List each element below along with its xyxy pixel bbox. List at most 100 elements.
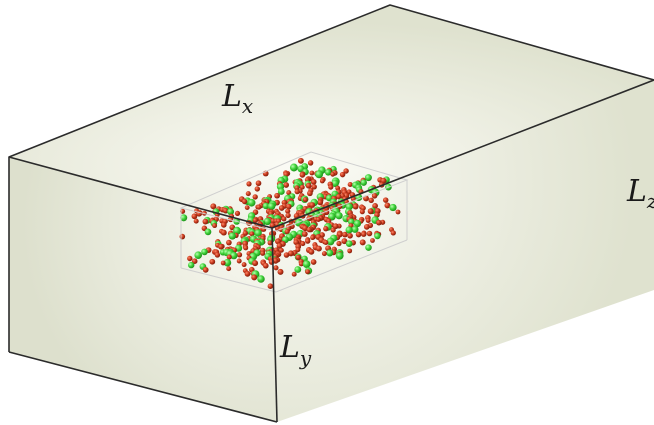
- atom-red: [383, 197, 389, 203]
- atom-red: [347, 248, 352, 253]
- atom-red: [279, 205, 285, 211]
- atom-red: [370, 238, 375, 243]
- atom-red: [251, 274, 257, 280]
- atom-red: [328, 185, 333, 190]
- atom-red: [221, 261, 226, 266]
- atom-red: [311, 179, 317, 185]
- atom-red: [274, 193, 280, 199]
- atom-red: [311, 259, 317, 265]
- atom-green: [374, 233, 381, 240]
- atom-red: [210, 203, 216, 209]
- atom-red: [235, 211, 240, 216]
- atom-red: [342, 232, 348, 238]
- atom-red: [192, 213, 198, 219]
- atom-red: [226, 266, 231, 271]
- atom-red: [317, 200, 323, 206]
- atom-red: [391, 230, 396, 235]
- atom-red: [320, 179, 325, 184]
- atom-red: [292, 272, 297, 277]
- atom-red: [366, 218, 371, 223]
- atom-red: [364, 224, 370, 230]
- atom-red: [255, 186, 260, 191]
- atom-red: [242, 199, 247, 204]
- atom-red: [309, 171, 314, 176]
- atom-red: [281, 216, 286, 221]
- atom-red: [243, 245, 248, 250]
- atom-red: [221, 222, 227, 228]
- atom-red: [302, 231, 308, 237]
- atom-red: [221, 230, 227, 236]
- atom-green: [303, 260, 311, 268]
- atom-red: [353, 204, 359, 210]
- atom-green: [346, 240, 353, 247]
- atom-red: [316, 217, 321, 222]
- atom-red: [256, 180, 262, 186]
- atom-red: [203, 219, 209, 225]
- atom-red: [323, 226, 328, 231]
- atom-green: [290, 164, 298, 172]
- atom-red: [212, 223, 217, 228]
- atom-red: [187, 256, 192, 261]
- atom-green: [257, 275, 264, 282]
- atom-red: [356, 232, 362, 238]
- atom-red: [360, 209, 365, 214]
- atom-green: [201, 249, 208, 256]
- atom-red: [245, 271, 251, 277]
- atom-red: [305, 269, 310, 274]
- atom-green: [365, 174, 372, 181]
- atom-red: [308, 160, 313, 165]
- atom-red: [298, 158, 304, 164]
- atom-red: [180, 234, 186, 240]
- atom-red: [348, 182, 353, 187]
- atom-red: [316, 246, 322, 252]
- atom-green: [315, 170, 323, 178]
- atom-red: [330, 172, 335, 177]
- atom-green: [188, 262, 194, 268]
- atom-red: [331, 228, 336, 233]
- atom-red: [283, 182, 289, 188]
- atom-green: [365, 244, 372, 251]
- atom-red: [306, 183, 312, 189]
- atom-green: [389, 204, 396, 211]
- atom-red: [307, 227, 312, 232]
- atom-red: [209, 259, 215, 265]
- atom-red: [310, 235, 315, 240]
- atom-red: [376, 220, 382, 226]
- atom-green: [294, 266, 301, 273]
- atom-red: [268, 283, 274, 289]
- atom-green: [360, 179, 366, 185]
- atom-red: [300, 241, 305, 246]
- atom-green: [336, 252, 344, 260]
- atom-red: [242, 262, 247, 267]
- atom-red: [308, 249, 314, 255]
- atom-red: [226, 240, 232, 246]
- atom-red: [368, 208, 374, 214]
- atom-red: [322, 251, 327, 256]
- atom-red: [237, 252, 242, 257]
- atom-red: [252, 260, 258, 266]
- atom-red: [367, 231, 373, 237]
- atom-red: [285, 213, 290, 218]
- atom-red: [218, 244, 224, 250]
- atom-red: [263, 263, 269, 269]
- atom-red: [253, 194, 258, 199]
- atom-red: [215, 252, 220, 257]
- atom-green: [335, 212, 342, 219]
- atom-red: [300, 172, 306, 178]
- atom-red: [307, 190, 313, 196]
- atom-red: [295, 255, 300, 260]
- atom-red: [284, 252, 290, 258]
- atom-red: [273, 265, 278, 270]
- atom-red: [336, 241, 341, 246]
- atom-red: [194, 219, 199, 224]
- atom-red: [323, 240, 328, 245]
- atom-red: [347, 233, 353, 239]
- atom-green: [326, 250, 333, 257]
- atom-red: [305, 238, 310, 243]
- atom-green: [205, 229, 212, 236]
- atom-red: [278, 269, 284, 275]
- atom-red: [340, 172, 345, 177]
- atom-red: [256, 205, 261, 210]
- atom-red: [368, 198, 373, 203]
